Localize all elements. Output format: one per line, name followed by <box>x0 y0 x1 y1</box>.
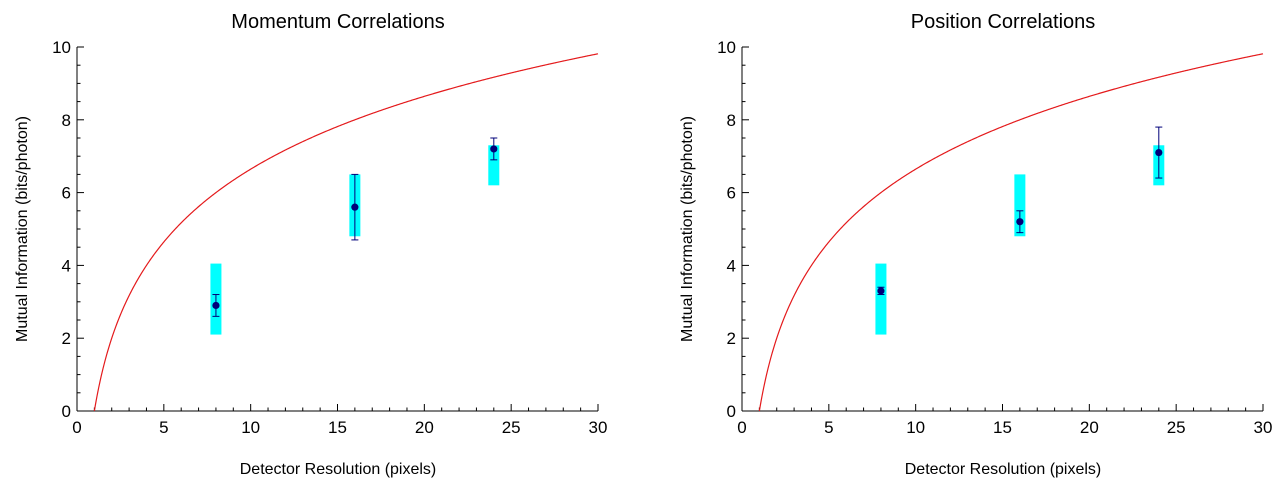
position-correlations-chart: Position Correlations Detector Resolutio… <box>679 11 1272 478</box>
data-point <box>1016 218 1024 226</box>
x-tick-label: 5 <box>159 418 168 437</box>
y-tick-label: 6 <box>62 184 71 203</box>
y-axis-label: Mutual Information (bits/photon) <box>14 116 31 342</box>
y-tick-label: 6 <box>727 184 736 203</box>
x-tick-label: 20 <box>1080 418 1099 437</box>
x-axis-label: Detector Resolution (pixels) <box>905 461 1102 478</box>
data-point <box>490 145 498 153</box>
y-tick-label: 0 <box>727 402 736 421</box>
theory-curve <box>93 53 599 412</box>
x-tick-label: 30 <box>589 418 608 437</box>
systematic-band <box>1014 174 1026 237</box>
x-tick-label: 0 <box>72 418 81 437</box>
systematic-band <box>875 263 887 335</box>
y-tick-label: 2 <box>62 329 71 348</box>
x-tick-label: 25 <box>502 418 521 437</box>
x-tick-label: 10 <box>906 418 925 437</box>
y-tick-label: 4 <box>727 256 736 275</box>
x-tick-label: 30 <box>1254 418 1273 437</box>
x-tick-label: 25 <box>1167 418 1186 437</box>
y-tick-label: 8 <box>727 111 736 130</box>
y-tick-label: 8 <box>62 111 71 130</box>
data-point <box>877 287 885 295</box>
x-tick-label: 20 <box>415 418 434 437</box>
data-point <box>1155 148 1163 157</box>
y-tick-label: 4 <box>62 256 71 275</box>
y-tick-label: 10 <box>52 38 71 57</box>
momentum-correlations-chart: Momentum Correlations Detector Resolutio… <box>14 11 607 478</box>
x-tick-label: 0 <box>737 418 746 437</box>
x-axis-label: Detector Resolution (pixels) <box>240 461 437 478</box>
theory-curve <box>758 53 1264 412</box>
data-point <box>351 203 359 211</box>
y-axis-label: Mutual Information (bits/photon) <box>679 116 696 342</box>
x-tick-label: 10 <box>241 418 260 437</box>
x-tick-label: 15 <box>328 418 347 437</box>
y-tick-label: 2 <box>727 329 736 348</box>
x-tick-label: 5 <box>824 418 833 437</box>
chart-title: Momentum Correlations <box>231 11 444 33</box>
data-point <box>212 301 220 310</box>
y-tick-label: 0 <box>62 402 71 421</box>
chart-title: Position Correlations <box>911 11 1096 33</box>
x-tick-label: 15 <box>993 418 1012 437</box>
systematic-band <box>488 145 500 186</box>
y-tick-label: 10 <box>717 38 736 57</box>
